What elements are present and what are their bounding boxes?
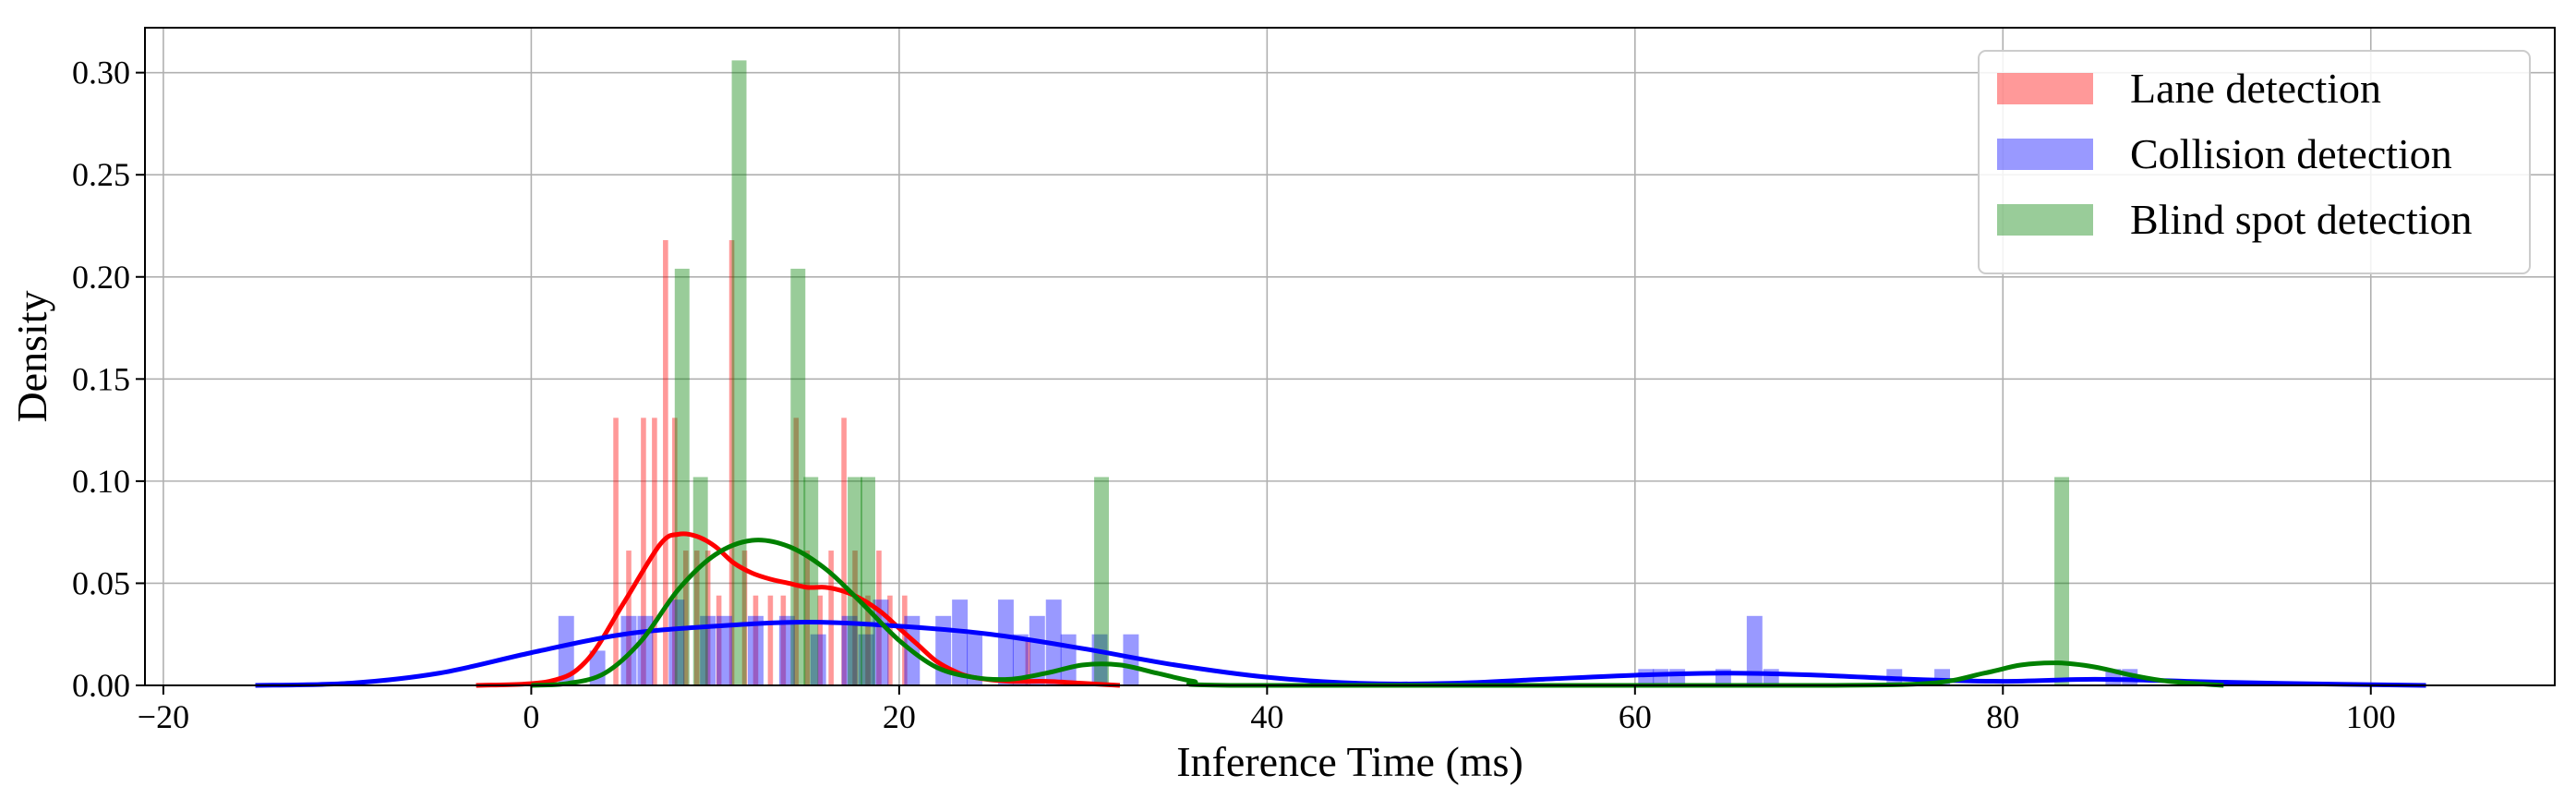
bar-series1-25 bbox=[1653, 669, 1669, 685]
bar-series0-25 bbox=[1025, 640, 1031, 685]
bar-series1-8 bbox=[778, 615, 795, 685]
bar-series0-21 bbox=[865, 595, 871, 685]
bar-series1-18 bbox=[1012, 634, 1029, 685]
bar-series0-4 bbox=[663, 239, 668, 685]
x-tick-label: 20 bbox=[883, 698, 916, 735]
bar-series0-5 bbox=[672, 418, 678, 685]
x-tick-label: 100 bbox=[2346, 698, 2396, 735]
bar-series1-22 bbox=[1091, 634, 1108, 685]
kde-line-series1 bbox=[255, 619, 2426, 688]
bar-series0-10 bbox=[728, 239, 735, 685]
legend-label-series2: Blind spot detection bbox=[2130, 196, 2473, 243]
legend-swatch-series2 bbox=[1997, 204, 2093, 236]
bar-series0-13 bbox=[767, 595, 774, 685]
x-ticks: −20 0 20 40 60 80 100 bbox=[138, 685, 2396, 735]
bar-series1-6 bbox=[716, 615, 733, 685]
bar-series0-0 bbox=[613, 418, 619, 685]
bar-series0-24 bbox=[902, 595, 908, 685]
bar-series0-6 bbox=[682, 551, 689, 685]
bar-series1-28 bbox=[1746, 615, 1763, 685]
y-tick-label: 0.25 bbox=[72, 156, 130, 193]
bar-series2-2 bbox=[731, 60, 747, 685]
bar-series0-18 bbox=[828, 551, 834, 685]
y-ticks: 0.00 0.05 0.10 0.15 0.20 0.25 0.30 bbox=[72, 54, 145, 704]
bar-series2-7 bbox=[1094, 477, 1109, 685]
y-tick-label: 0.30 bbox=[72, 54, 130, 91]
bar-series0-17 bbox=[817, 595, 823, 685]
y-tick-label: 0.10 bbox=[72, 463, 130, 500]
bar-series1-0 bbox=[558, 615, 574, 685]
legend-label-series1: Collision detection bbox=[2130, 130, 2452, 177]
histogram-bars bbox=[558, 60, 2138, 685]
bar-series1-7 bbox=[747, 615, 764, 685]
bar-series2-1 bbox=[692, 477, 708, 685]
bar-series0-7 bbox=[693, 551, 700, 685]
bar-series1-14 bbox=[935, 615, 952, 685]
bar-series0-20 bbox=[852, 551, 858, 685]
y-tick-label: 0.05 bbox=[72, 564, 130, 601]
bar-series1-9 bbox=[810, 634, 826, 685]
bar-series2-8 bbox=[2054, 477, 2070, 685]
bar-series1-17 bbox=[997, 599, 1014, 685]
x-tick-label: 40 bbox=[1250, 698, 1283, 735]
x-tick-label: −20 bbox=[138, 698, 189, 735]
bar-series0-8 bbox=[704, 551, 711, 685]
bar-series1-10 bbox=[841, 615, 858, 685]
bar-series1-21 bbox=[1060, 634, 1077, 685]
kde-line-series2 bbox=[531, 538, 2224, 688]
bar-series0-16 bbox=[804, 551, 811, 685]
bar-series1-16 bbox=[967, 634, 983, 685]
bar-series1-4 bbox=[668, 599, 685, 685]
bar-series0-9 bbox=[716, 595, 722, 685]
bar-series1-23 bbox=[1123, 634, 1139, 685]
bar-series1-15 bbox=[952, 599, 969, 685]
bar-series1-5 bbox=[700, 615, 716, 685]
bar-series0-11 bbox=[741, 551, 748, 685]
bar-series1-11 bbox=[858, 634, 874, 685]
x-axis-label: Inference Time (ms) bbox=[1176, 738, 1523, 785]
bar-series0-14 bbox=[780, 595, 787, 685]
y-tick-label: 0.20 bbox=[72, 259, 130, 296]
bar-series2-4 bbox=[803, 477, 819, 685]
plot-frame bbox=[144, 27, 2556, 686]
x-tick-label: 80 bbox=[1986, 698, 2019, 735]
bar-series1-19 bbox=[1029, 615, 1045, 685]
bar-series2-6 bbox=[861, 477, 875, 685]
bar-series0-12 bbox=[752, 595, 759, 685]
x-tick-label: 0 bbox=[523, 698, 539, 735]
y-tick-label: 0.00 bbox=[72, 667, 130, 704]
legend-label-series0: Lane detection bbox=[2130, 65, 2381, 112]
kde-curves bbox=[255, 531, 2426, 688]
x-tick-label: 60 bbox=[1619, 698, 1652, 735]
legend-swatch-series0 bbox=[1997, 73, 2093, 104]
bar-series2-3 bbox=[790, 268, 806, 685]
y-tick-label: 0.15 bbox=[72, 360, 130, 397]
bar-series2-5 bbox=[848, 477, 863, 685]
legend: Lane detection Collision detection Blind s… bbox=[1978, 50, 2531, 274]
y-axis-label: Density bbox=[8, 290, 55, 422]
bar-series0-23 bbox=[887, 595, 893, 685]
bar-series0-1 bbox=[626, 551, 632, 685]
bar-series0-19 bbox=[841, 418, 847, 685]
bar-series0-2 bbox=[641, 418, 646, 685]
legend-box bbox=[1978, 50, 2531, 274]
legend-swatch-series1 bbox=[1997, 139, 2093, 170]
bar-series2-0 bbox=[674, 268, 690, 685]
